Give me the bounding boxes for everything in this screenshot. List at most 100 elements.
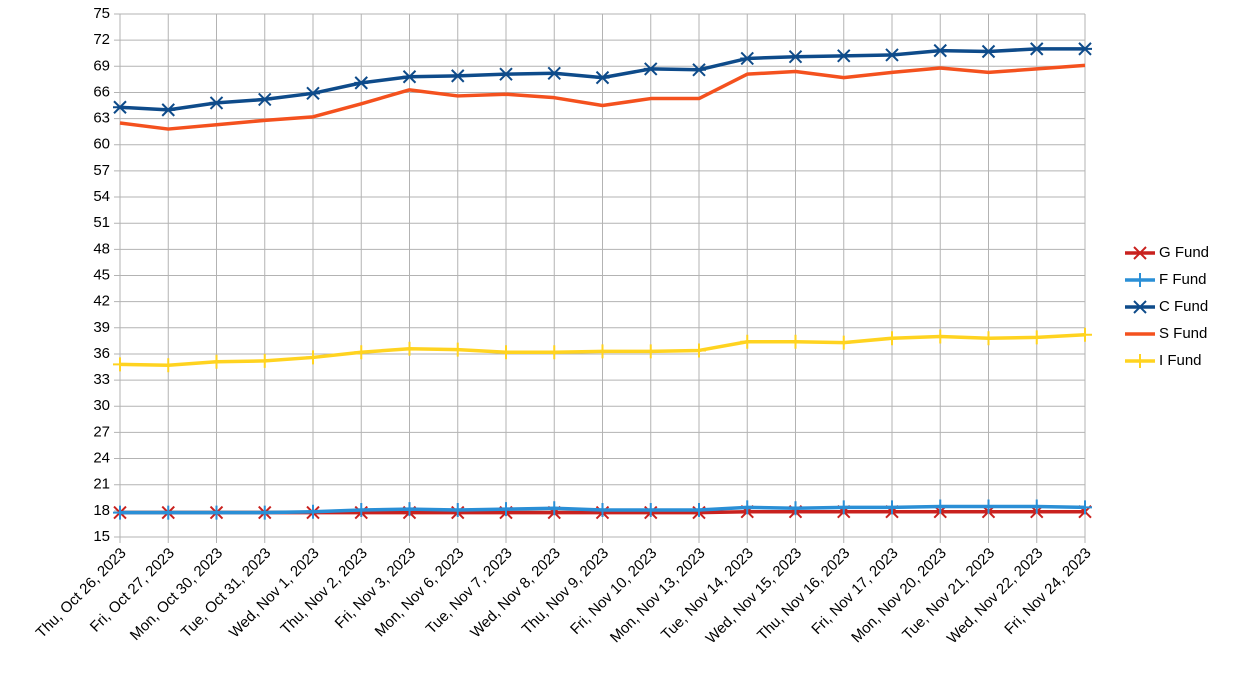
y-tick-label: 66 (93, 83, 110, 100)
x-tick-label: Tue, Nov 7, 2023 (423, 545, 516, 638)
point-marker (113, 505, 127, 520)
point-marker (643, 344, 658, 359)
x-tick-label: Mon, Nov 6, 2023 (372, 545, 468, 641)
point-marker (933, 499, 948, 514)
point-marker (836, 335, 851, 350)
legend-marker (1133, 354, 1147, 368)
point-marker (499, 67, 513, 81)
point-marker (209, 505, 224, 520)
point-marker (161, 505, 176, 520)
point-marker (933, 43, 948, 58)
x-tick-label: Thu, Nov 2, 2023 (277, 545, 370, 638)
y-tick-label: 18 (93, 502, 110, 519)
point-marker (402, 70, 417, 84)
point-marker (257, 505, 272, 520)
legend-label: S Fund (1159, 325, 1207, 342)
point-marker (1029, 330, 1044, 345)
x-tick-label: Wed, Nov 8, 2023 (467, 545, 564, 642)
point-marker (740, 51, 755, 66)
point-marker (595, 502, 610, 517)
point-marker (450, 342, 465, 357)
y-tick-label: 15 (93, 528, 110, 545)
y-tick-label: 21 (93, 476, 110, 493)
y-tick-label: 75 (93, 5, 110, 22)
point-marker (933, 329, 948, 344)
point-marker (788, 50, 803, 64)
point-marker (643, 62, 658, 76)
point-marker (547, 501, 562, 516)
point-marker (113, 357, 127, 372)
point-marker (981, 499, 996, 514)
point-marker (836, 500, 851, 515)
y-tick-label: 30 (93, 397, 110, 414)
y-tick-label: 42 (93, 293, 110, 310)
y-tick-label: 48 (93, 240, 110, 257)
legend-marker (1133, 300, 1147, 314)
legend-label: I Fund (1159, 352, 1202, 369)
x-tick-label: Thu, Nov 9, 2023 (519, 545, 612, 638)
y-tick-label: 24 (93, 450, 110, 467)
x-tick-label: Fri, Nov 24, 2023 (1001, 545, 1094, 638)
x-tick-label: Tue, Oct 31, 2023 (178, 545, 275, 642)
legend-marker (1133, 273, 1147, 287)
point-marker (450, 502, 465, 517)
x-tick-label: Tue, Nov 21, 2023 (899, 545, 998, 644)
y-tick-label: 72 (93, 31, 110, 48)
point-marker (1078, 500, 1092, 515)
point-marker (257, 353, 272, 368)
point-marker (595, 344, 610, 359)
point-marker (981, 331, 996, 346)
x-tick-label: Tue, Nov 14, 2023 (658, 545, 757, 644)
legend-marker (1133, 246, 1147, 260)
y-tick-label: 51 (93, 214, 110, 231)
series-line (119, 63, 1086, 131)
x-tick-label: Mon, Oct 30, 2023 (127, 545, 226, 644)
point-marker (499, 502, 513, 517)
x-tick-label: Wed, Nov 1, 2023 (226, 545, 323, 642)
point-marker (1029, 499, 1044, 514)
point-marker (547, 345, 562, 360)
y-tick-label: 57 (93, 162, 110, 179)
point-marker (692, 343, 706, 358)
y-tick-label: 27 (93, 423, 110, 440)
point-marker (354, 502, 369, 517)
point-marker (981, 44, 996, 59)
x-tick-label: Fri, Nov 10, 2023 (567, 545, 660, 638)
point-marker (1029, 42, 1044, 56)
point-marker (547, 66, 562, 80)
point-marker (354, 345, 369, 360)
point-marker (885, 48, 899, 62)
point-marker (885, 331, 899, 346)
y-tick-label: 33 (93, 371, 110, 388)
point-marker (161, 103, 176, 117)
legend-label: G Fund (1159, 244, 1209, 261)
x-tick-label: Fri, Oct 27, 2023 (87, 545, 178, 636)
point-marker (788, 501, 803, 516)
legend-label: F Fund (1159, 271, 1207, 288)
legend-label: C Fund (1159, 298, 1208, 315)
y-tick-label: 63 (93, 110, 110, 127)
y-tick-label: 54 (93, 188, 110, 205)
point-marker (161, 358, 176, 373)
point-marker (450, 69, 465, 83)
point-marker (692, 502, 706, 517)
point-marker (836, 49, 851, 63)
point-marker (209, 96, 224, 110)
y-tick-label: 60 (93, 136, 110, 153)
point-marker (692, 63, 706, 77)
y-tick-label: 39 (93, 319, 110, 336)
x-tick-label: Thu, Nov 16, 2023 (754, 545, 853, 644)
y-tick-label: 36 (93, 345, 110, 362)
point-marker (354, 76, 369, 90)
point-marker (402, 502, 417, 517)
point-marker (643, 502, 658, 517)
point-marker (788, 334, 803, 349)
point-marker (257, 92, 272, 107)
point-marker (306, 504, 320, 519)
point-marker (402, 341, 417, 356)
point-marker (209, 354, 224, 369)
point-marker (306, 350, 320, 365)
point-marker (113, 100, 127, 114)
point-marker (1078, 42, 1092, 56)
